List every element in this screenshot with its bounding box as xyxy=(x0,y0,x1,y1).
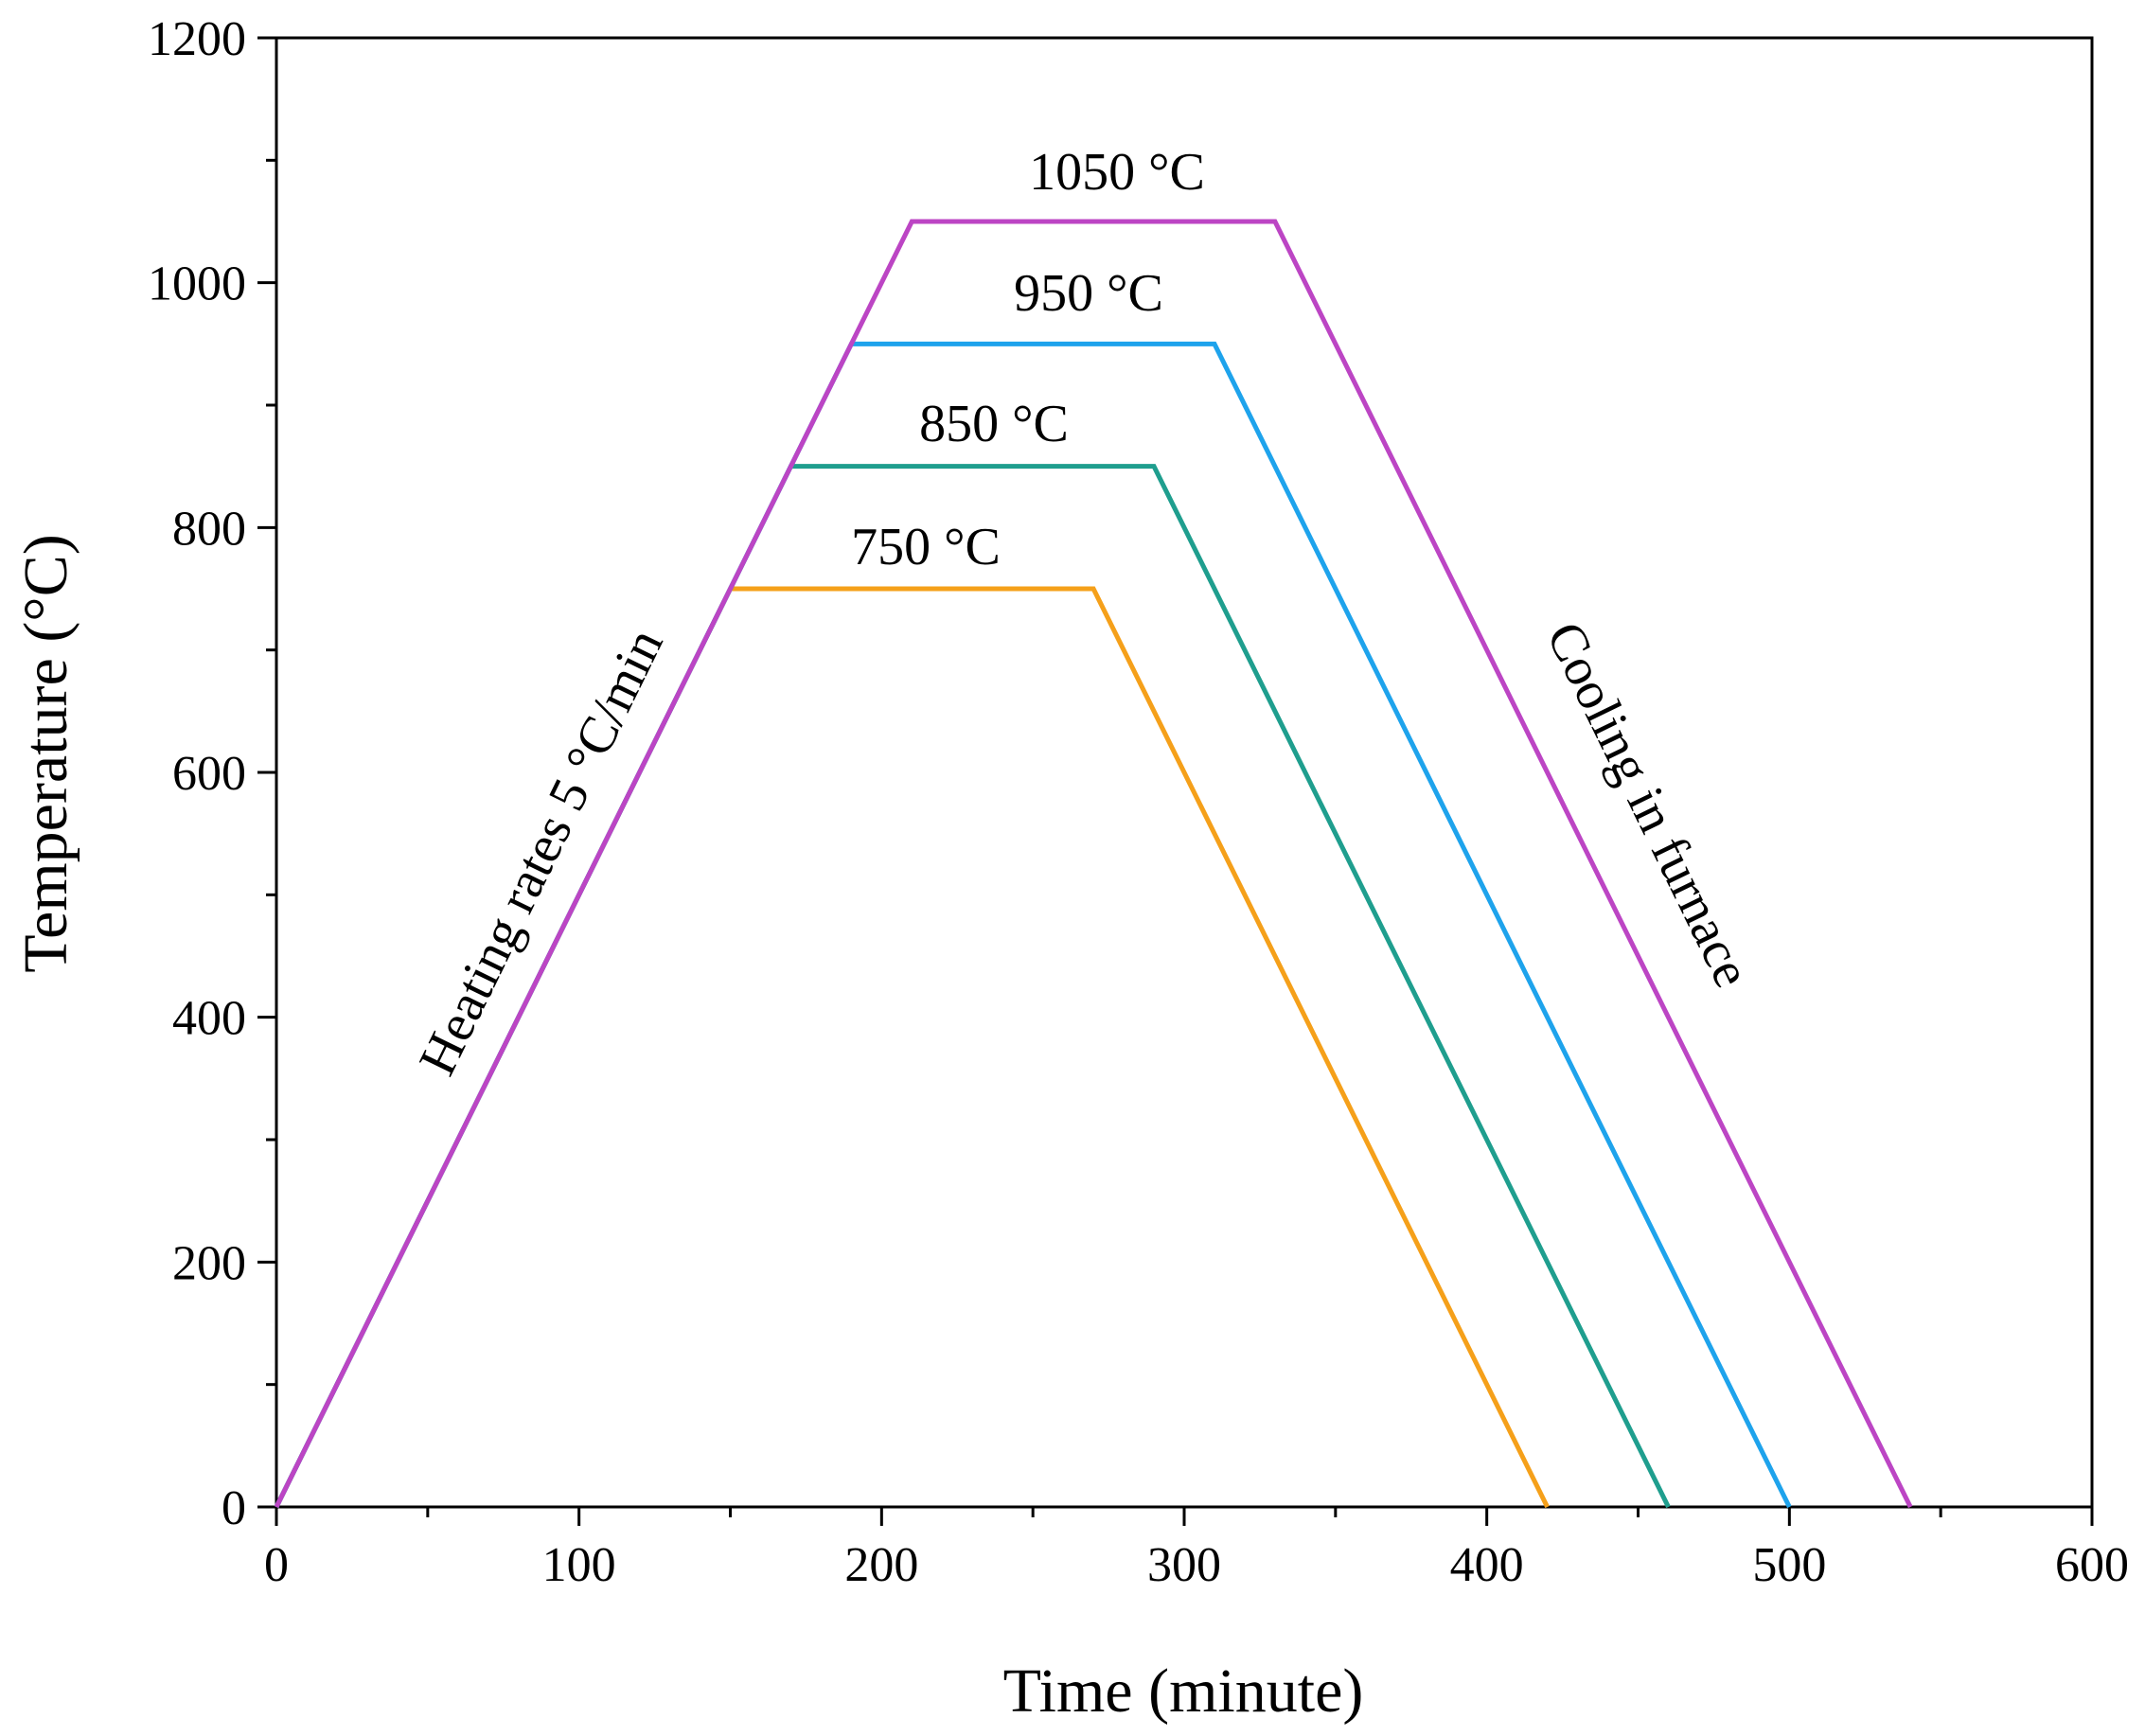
x-axis-title: Time (minute) xyxy=(1003,1656,1364,1726)
y-tick-label: 1200 xyxy=(148,12,246,66)
x-tick-label: 500 xyxy=(1752,1538,1826,1592)
y-tick-label: 0 xyxy=(222,1481,246,1535)
heating-rate-annotation: Heating rates 5 °C/min xyxy=(408,620,675,1084)
label-850: 850 °C xyxy=(919,395,1069,453)
series-line-1050 xyxy=(274,219,1913,1509)
y-tick-label: 1000 xyxy=(148,257,246,311)
y-axis-title: Temperature (°C) xyxy=(11,534,80,972)
x-tick-label: 0 xyxy=(264,1538,289,1592)
y-tick-label: 200 xyxy=(172,1236,246,1290)
x-tick-label: 200 xyxy=(844,1538,918,1592)
label-1050: 1050 °C xyxy=(1029,143,1205,202)
y-tick-label: 400 xyxy=(172,992,246,1046)
label-950: 950 °C xyxy=(1014,264,1163,323)
x-tick-label: 600 xyxy=(2055,1538,2129,1592)
x-tick-label: 400 xyxy=(1450,1538,1524,1592)
axes: 0 100 200 300 400 500 600 0 200 400 600 800 1000 1200 xyxy=(148,12,2129,1592)
label-750: 750 °C xyxy=(851,518,1001,576)
x-tick-label: 100 xyxy=(542,1538,616,1592)
y-tick-label: 600 xyxy=(172,747,246,801)
x-tick-label: 300 xyxy=(1147,1538,1221,1592)
y-tick-label: 800 xyxy=(172,502,246,556)
series-lines xyxy=(274,219,1913,1509)
cooling-annotation: Cooling in furnace xyxy=(1534,613,1762,997)
